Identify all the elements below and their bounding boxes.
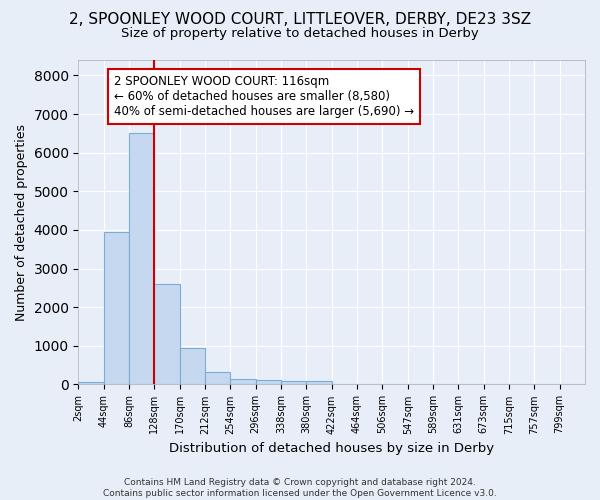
Text: Contains HM Land Registry data © Crown copyright and database right 2024.
Contai: Contains HM Land Registry data © Crown c… <box>103 478 497 498</box>
Y-axis label: Number of detached properties: Number of detached properties <box>15 124 28 320</box>
Bar <box>281 382 307 384</box>
Bar <box>79 382 104 384</box>
Text: Size of property relative to detached houses in Derby: Size of property relative to detached ho… <box>121 28 479 40</box>
Bar <box>256 380 281 384</box>
Bar <box>230 380 256 384</box>
Bar <box>129 132 154 384</box>
Text: 2 SPOONLEY WOOD COURT: 116sqm
← 60% of detached houses are smaller (8,580)
40% o: 2 SPOONLEY WOOD COURT: 116sqm ← 60% of d… <box>114 74 414 118</box>
Text: 2, SPOONLEY WOOD COURT, LITTLEOVER, DERBY, DE23 3SZ: 2, SPOONLEY WOOD COURT, LITTLEOVER, DERB… <box>69 12 531 28</box>
Bar <box>104 232 129 384</box>
X-axis label: Distribution of detached houses by size in Derby: Distribution of detached houses by size … <box>169 442 494 455</box>
Bar <box>180 348 205 385</box>
Bar <box>154 284 180 384</box>
Bar <box>307 382 332 384</box>
Bar <box>205 372 230 384</box>
